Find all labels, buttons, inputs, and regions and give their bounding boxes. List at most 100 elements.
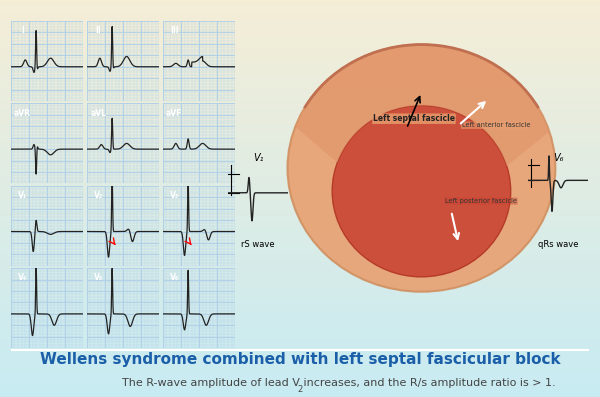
Bar bbox=[0, 276, 600, 277]
Bar bbox=[0, 380, 600, 382]
Bar bbox=[0, 279, 600, 280]
Bar bbox=[0, 386, 600, 387]
Text: rS wave: rS wave bbox=[241, 240, 275, 249]
Bar bbox=[0, 299, 600, 301]
Bar bbox=[0, 106, 600, 108]
Bar bbox=[0, 212, 600, 213]
Bar bbox=[0, 182, 600, 184]
Bar bbox=[0, 291, 600, 293]
Bar bbox=[0, 301, 600, 302]
Bar bbox=[0, 142, 600, 143]
Bar bbox=[0, 216, 600, 218]
Bar bbox=[0, 314, 600, 316]
Bar bbox=[0, 285, 600, 287]
Bar bbox=[0, 248, 600, 249]
Bar bbox=[0, 156, 600, 157]
Bar bbox=[0, 174, 600, 176]
Bar bbox=[0, 330, 600, 331]
Bar bbox=[0, 164, 600, 165]
Bar bbox=[0, 59, 600, 61]
Bar bbox=[0, 83, 600, 84]
Bar bbox=[0, 190, 600, 191]
Bar bbox=[0, 331, 600, 333]
Bar bbox=[0, 251, 600, 252]
Bar bbox=[0, 230, 600, 232]
Bar bbox=[0, 28, 600, 30]
Bar bbox=[0, 93, 600, 95]
Bar bbox=[0, 69, 600, 70]
Bar bbox=[0, 206, 600, 207]
Text: I: I bbox=[21, 26, 23, 35]
Bar bbox=[0, 353, 600, 355]
Bar bbox=[0, 66, 600, 67]
Bar bbox=[0, 221, 600, 223]
Text: aVF: aVF bbox=[166, 109, 182, 118]
Bar bbox=[0, 366, 600, 367]
Bar bbox=[0, 95, 600, 96]
Bar bbox=[0, 79, 600, 81]
Bar bbox=[0, 11, 600, 12]
Bar bbox=[0, 220, 600, 221]
Bar bbox=[0, 23, 600, 25]
Bar bbox=[0, 361, 600, 363]
Bar bbox=[0, 51, 600, 53]
Bar bbox=[0, 189, 600, 190]
Text: Left posterior fascicle: Left posterior fascicle bbox=[445, 198, 517, 204]
Bar bbox=[0, 338, 600, 339]
Bar bbox=[0, 310, 600, 311]
Bar bbox=[0, 255, 600, 257]
Bar bbox=[0, 167, 600, 168]
Bar bbox=[0, 193, 600, 195]
Text: Left anterior fascicle: Left anterior fascicle bbox=[461, 122, 530, 128]
Bar bbox=[0, 104, 600, 106]
Bar bbox=[0, 87, 600, 89]
Bar bbox=[0, 263, 600, 265]
Bar bbox=[0, 81, 600, 83]
Bar bbox=[0, 391, 600, 392]
Bar bbox=[0, 108, 600, 109]
Bar bbox=[0, 350, 600, 352]
Bar bbox=[0, 357, 600, 358]
Bar bbox=[0, 6, 600, 8]
Bar bbox=[0, 14, 600, 15]
Ellipse shape bbox=[332, 106, 511, 277]
Bar bbox=[0, 64, 600, 66]
Text: V₃: V₃ bbox=[170, 191, 179, 200]
Bar bbox=[0, 240, 600, 241]
Text: V₂: V₂ bbox=[94, 191, 103, 200]
Bar bbox=[0, 238, 600, 240]
Text: II: II bbox=[95, 26, 101, 35]
Bar bbox=[0, 135, 600, 137]
Bar bbox=[0, 34, 600, 36]
Text: aVL: aVL bbox=[90, 109, 106, 118]
Bar bbox=[0, 185, 600, 187]
Bar bbox=[0, 283, 600, 285]
Bar bbox=[0, 302, 600, 304]
Bar bbox=[0, 20, 600, 22]
Bar bbox=[0, 61, 600, 62]
Bar bbox=[0, 343, 600, 344]
Bar bbox=[0, 355, 600, 357]
Bar bbox=[0, 109, 600, 110]
Bar bbox=[0, 143, 600, 145]
Bar bbox=[0, 53, 600, 54]
Bar bbox=[0, 198, 600, 199]
Bar bbox=[0, 78, 600, 79]
Bar bbox=[0, 382, 600, 383]
Bar bbox=[0, 358, 600, 360]
Bar bbox=[0, 12, 600, 14]
Bar bbox=[0, 50, 600, 51]
Bar bbox=[0, 294, 600, 296]
Bar bbox=[0, 364, 600, 366]
Bar bbox=[0, 367, 600, 369]
Bar bbox=[0, 0, 600, 2]
Bar bbox=[0, 360, 600, 361]
Bar bbox=[0, 349, 600, 350]
Bar bbox=[0, 71, 600, 73]
Bar bbox=[0, 25, 600, 27]
Bar bbox=[0, 269, 600, 271]
Bar bbox=[0, 346, 600, 347]
Bar bbox=[0, 254, 600, 255]
Bar bbox=[0, 184, 600, 185]
Bar bbox=[0, 268, 600, 269]
